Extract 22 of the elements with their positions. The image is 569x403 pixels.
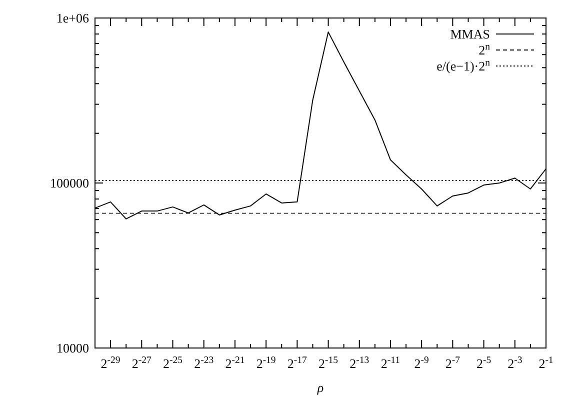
legend-label: 2$^{n}$ (478, 41, 490, 58)
x-tick-label: 2$^{-21}$ (225, 354, 245, 371)
x-tick-label: 2$^{-29}$ (100, 354, 120, 371)
x-tick-label: 2$^{-13}$ (350, 354, 370, 371)
x-axis-title: ρ (316, 380, 324, 395)
x-tick-label: 2$^{-15}$ (318, 354, 338, 371)
y-tick-label: 1e+06 (56, 10, 90, 26)
x-tick-label: 2$^{-7}$ (445, 354, 460, 371)
x-tick-label: 2$^{-5}$ (476, 354, 492, 371)
legend-label: MMAS (450, 26, 490, 42)
x-tick-label: 2$^{-17}$ (287, 354, 308, 371)
x-tick-label: 2$^{-3}$ (508, 354, 522, 371)
x-tick-label: 2$^{-19}$ (256, 354, 276, 371)
x-tick-label: 2$^{-9}$ (414, 354, 430, 371)
x-tick-label: 2$^{-25}$ (163, 354, 183, 371)
legend-label: e/(e−1)·2$^{n}$ (436, 57, 490, 74)
x-tick-label: 2$^{-27}$ (132, 354, 152, 371)
x-tick-label: 2$^{-11}$ (380, 354, 400, 371)
y-tick-label: 10000 (56, 340, 89, 356)
x-tick-label: 2$^{-23}$ (194, 354, 214, 371)
x-tick-label: 2$^{-1}$ (538, 354, 554, 371)
y-tick-label: 100000 (50, 176, 89, 191)
